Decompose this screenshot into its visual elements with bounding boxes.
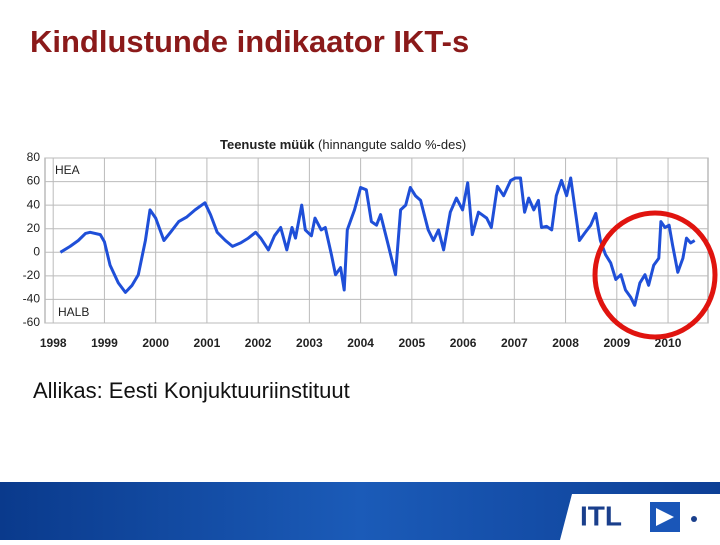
annotation: HALB: [58, 305, 89, 319]
x-tick-label: 2004: [347, 336, 374, 350]
y-tick-label: 0: [33, 244, 40, 258]
y-tick-label: 20: [27, 221, 41, 235]
x-tick-label: 2000: [142, 336, 169, 350]
slide-title: Kindlustunde indikaator IKT-s: [30, 24, 469, 59]
y-tick-label: 40: [27, 197, 41, 211]
x-tick-label: 2008: [552, 336, 579, 350]
y-tick-label: 80: [27, 150, 41, 164]
logo-arrow: [656, 508, 674, 526]
x-tick-label: 2003: [296, 336, 323, 350]
y-tick-label: 60: [27, 174, 41, 188]
x-tick-label: 2010: [655, 336, 682, 350]
logo-text: ITL: [580, 500, 622, 531]
x-tick-label: 1998: [40, 336, 67, 350]
y-tick-label: -20: [23, 268, 41, 282]
chart-title-main: Teenuste müük: [220, 137, 315, 152]
x-tick-label: 2005: [399, 336, 426, 350]
y-tick-label: -40: [23, 292, 41, 306]
x-tick-label: 2007: [501, 336, 528, 350]
x-tick-label: 2002: [245, 336, 272, 350]
chart-title: Teenuste müük (hinnangute saldo %-des): [220, 137, 466, 152]
x-tick-label: 2009: [603, 336, 630, 350]
data-line: [59, 176, 696, 307]
x-tick-label: 2001: [194, 336, 221, 350]
y-tick-label: -60: [23, 315, 41, 329]
chart: -60 -40 -20 0 20 40 60 80 1998 1999 2000 2001 2002 20…: [23, 150, 718, 350]
x-tick-label: 1999: [91, 336, 118, 350]
x-tick-label: 2006: [450, 336, 477, 350]
chart-subtitle: (hinnangute saldo %-des): [318, 137, 466, 152]
source: Allikas: Eesti Konjuktuuriinstituut: [33, 378, 350, 403]
highlight-circle: [592, 210, 718, 340]
logo-dot: [691, 516, 697, 522]
annotation: HEA: [55, 163, 80, 177]
